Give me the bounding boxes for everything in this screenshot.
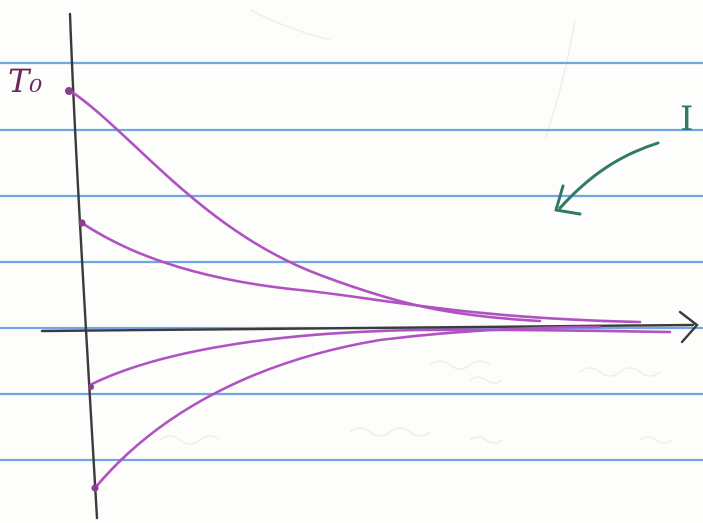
initial-value-label: T₀ bbox=[8, 62, 42, 100]
vertical-axis bbox=[68, 12, 99, 520]
start-dot-T0 bbox=[65, 87, 73, 95]
axis-arrowhead bbox=[678, 310, 699, 344]
start-dot-bottom bbox=[91, 484, 99, 492]
start-dot-upper bbox=[78, 219, 86, 227]
curve-from-T0 bbox=[67, 88, 542, 323]
start-dot-lower bbox=[88, 384, 94, 390]
margin-letter: I bbox=[680, 99, 693, 139]
annotation-arrow bbox=[554, 141, 660, 216]
curve-from-bottom bbox=[93, 325, 602, 490]
arrow-head bbox=[554, 184, 582, 216]
curve-from-lower-mid bbox=[88, 328, 672, 387]
ruled-lines bbox=[0, 61, 703, 462]
start-markers bbox=[65, 87, 99, 492]
paper-texture bbox=[159, 9, 673, 445]
decay-curves bbox=[67, 88, 672, 490]
arrow-shaft bbox=[558, 141, 660, 210]
curve-from-upper-mid bbox=[80, 221, 642, 324]
